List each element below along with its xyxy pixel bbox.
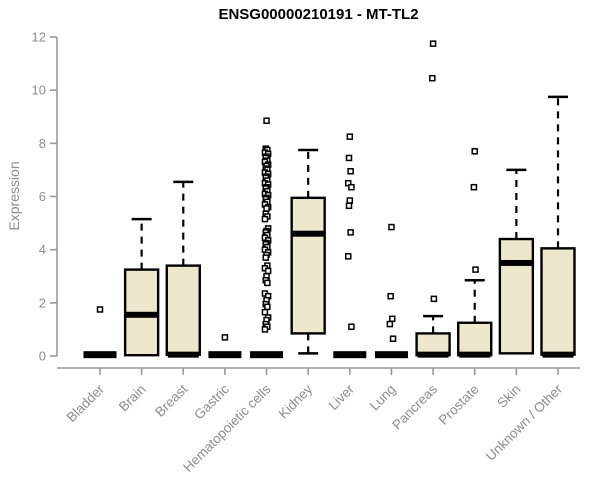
outlier-point <box>264 267 272 275</box>
y-tick-label: 10 <box>32 83 46 98</box>
iqr-box <box>540 247 576 356</box>
median-bar <box>459 351 491 358</box>
chart-title: ENSG00000210191 - MT-TL2 <box>218 6 419 23</box>
x-tick-label-prostate: Prostate <box>436 382 482 428</box>
outlier-point <box>263 117 270 124</box>
box-gastric <box>208 334 242 359</box>
outlier-point <box>470 183 478 191</box>
iqr-box <box>165 264 201 356</box>
box-pancreas <box>415 40 451 358</box>
y-tick-label: 12 <box>32 30 46 45</box>
outlier-point <box>347 167 354 175</box>
median-bar <box>83 351 117 359</box>
outlier-point <box>264 279 271 287</box>
x-tick-label-unknown-other: Unknown / Other <box>483 381 566 464</box>
iqr-box <box>457 321 493 357</box>
box-lung <box>374 223 408 359</box>
iqr-box <box>498 237 535 355</box>
median-bar <box>500 259 532 266</box>
x-tick-label-brain: Brain <box>116 382 149 415</box>
median-bar <box>542 351 574 358</box>
x-tick-label-liver: Liver <box>326 381 358 413</box>
outlier-point <box>346 197 354 204</box>
box-hematopoietic-cells <box>250 117 284 359</box>
outlier-point <box>386 320 394 328</box>
outlier-point <box>348 323 355 331</box>
median-bar <box>333 351 367 359</box>
median-bar <box>417 351 449 358</box>
outlier-point <box>345 202 353 210</box>
outlier-point <box>389 335 397 342</box>
outlier-point <box>264 303 271 311</box>
median-bar <box>250 351 284 359</box>
outlier-point <box>429 74 436 82</box>
x-tick-label-lung: Lung <box>367 382 399 414</box>
box-kidney <box>290 148 326 355</box>
outlier-point <box>345 154 353 162</box>
x-tick-label-breast: Breast <box>152 381 190 419</box>
box-skin <box>498 168 535 355</box>
median-bar <box>374 351 408 359</box>
box-unknown-other <box>540 95 576 358</box>
median-bar <box>167 351 199 358</box>
iqr-box <box>290 196 326 335</box>
outlier-point <box>388 223 395 231</box>
median-bar <box>208 351 242 359</box>
outlier-point <box>346 133 354 140</box>
box-breast <box>165 180 201 358</box>
box-brain <box>123 217 160 357</box>
y-tick-label: 4 <box>39 242 46 257</box>
x-tick-label-pancreas: Pancreas <box>389 381 440 432</box>
outlier-point <box>347 229 354 236</box>
x-tick-label-gastric: Gastric <box>191 381 232 422</box>
y-tick-label: 0 <box>39 349 46 364</box>
outlier-point <box>261 326 269 333</box>
y-tick-label: 2 <box>39 295 46 310</box>
outlier-point <box>389 315 396 323</box>
x-tick-label-skin: Skin <box>494 382 523 411</box>
outlier-point <box>430 295 438 303</box>
x-tick-label-bladder: Bladder <box>64 381 108 425</box>
box-prostate <box>457 148 493 358</box>
y-tick-label: 8 <box>39 136 46 151</box>
y-axis: 0 2 4 6 8 10 12 <box>32 30 58 364</box>
median-bar <box>292 230 324 237</box>
outlier-point <box>262 254 269 261</box>
box-bladder <box>83 306 117 359</box>
outlier-point <box>429 40 437 47</box>
x-tick-label-kidney: Kidney <box>276 381 316 421</box>
outlier-point <box>261 308 269 316</box>
outlier-point <box>221 334 229 341</box>
outlier-point <box>348 183 355 191</box>
median-bar <box>126 311 158 318</box>
y-tick-label: 6 <box>39 189 46 204</box>
outlier-point <box>263 205 270 212</box>
outlier-point <box>387 292 394 300</box>
outlier-point <box>261 215 269 223</box>
outlier-point <box>471 148 478 155</box>
box-liver <box>333 133 367 359</box>
outlier-point <box>96 306 104 313</box>
outlier-point <box>472 266 479 273</box>
outlier-point <box>344 253 352 260</box>
